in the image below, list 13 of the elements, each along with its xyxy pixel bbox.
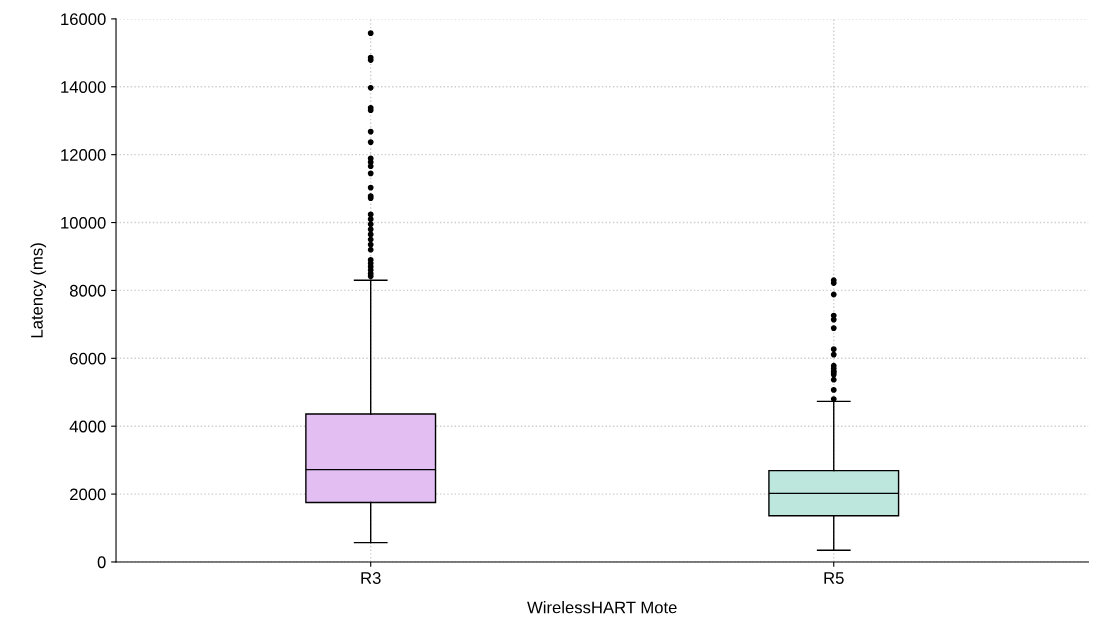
x-axis-title: WirelessHART Mote: [527, 601, 677, 614]
y-tick-label: 8000: [69, 284, 106, 297]
y-tick-label: 2000: [70, 488, 106, 501]
y-axis-title: Latency (ms): [30, 243, 47, 338]
x-tick-label: R3: [361, 572, 381, 584]
y-tick-label: 0: [97, 556, 106, 569]
y-tick-label: 4000: [69, 420, 106, 433]
y-tick-label: 6000: [70, 352, 106, 365]
x-tick-label: R5: [824, 572, 844, 584]
y-tick-label: 16000: [61, 13, 106, 26]
y-tick-label: 14000: [61, 81, 106, 93]
y-tick-label: 12000: [61, 149, 106, 161]
y-tick-label: 10000: [61, 216, 106, 229]
